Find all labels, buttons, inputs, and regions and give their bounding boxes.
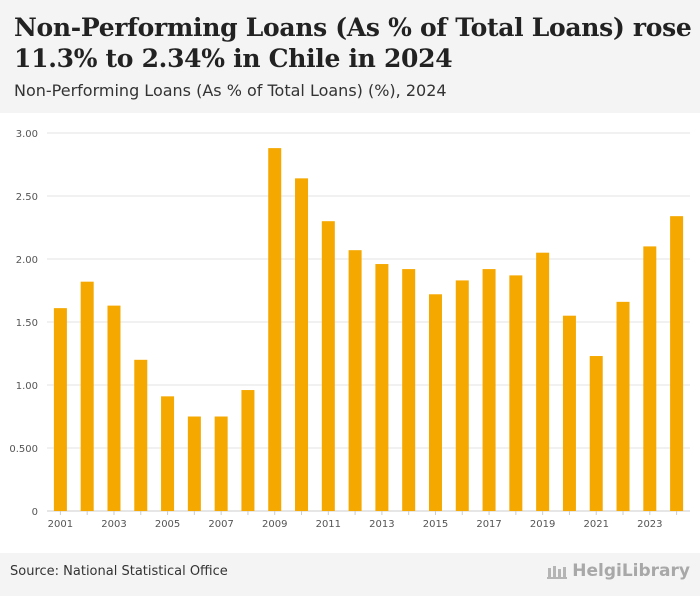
y-tick-label: 1.50 <box>16 318 38 329</box>
bar-2020 <box>562 315 576 511</box>
bar-2013 <box>375 264 389 511</box>
bar-2021 <box>589 356 603 511</box>
bar-chart: 0 0.500 1.00 1.50 2.00 2.50 3.00 2001 2003 2005 20… <box>9 129 690 530</box>
bar-2011 <box>321 221 335 511</box>
bar-2019 <box>536 252 550 511</box>
bar-2016 <box>455 280 469 511</box>
bar-2007 <box>214 416 228 511</box>
bar-2009 <box>268 148 282 511</box>
bar-2002 <box>80 281 94 511</box>
x-tick-label: 2015 <box>423 519 448 530</box>
bar-2003 <box>107 305 121 511</box>
bar-2014 <box>402 269 416 511</box>
y-tick-label: 3.00 <box>16 129 38 140</box>
chart-header: Non-Performing Loans (As % of Total Loan… <box>0 0 700 113</box>
y-tick-label: 1.00 <box>16 381 38 392</box>
bar-2024 <box>670 216 684 511</box>
y-tick-label: 2.00 <box>16 255 38 266</box>
brand-logo[interactable]: HelgiLibrary <box>546 561 690 581</box>
x-tick-label: 2013 <box>369 519 394 530</box>
bar-2010 <box>295 178 309 512</box>
x-tick-label: 2001 <box>48 519 73 530</box>
x-tick-label: 2019 <box>530 519 555 530</box>
brand-name: HelgiLibrary <box>572 561 690 581</box>
chart-title: Non-Performing Loans (As % of Total Loan… <box>14 13 692 73</box>
x-tick-label: 2017 <box>476 519 501 530</box>
bar-2008 <box>241 390 255 511</box>
x-tick-label: 2005 <box>155 519 180 530</box>
x-tick-label: 2007 <box>208 519 233 530</box>
bar-2005 <box>161 396 175 511</box>
x-tick-label: 2021 <box>584 519 609 530</box>
chart-subtitle: Non-Performing Loans (As % of Total Loan… <box>14 81 447 100</box>
y-tick-label: 0 <box>32 507 38 518</box>
x-tick-label: 2011 <box>316 519 341 530</box>
bar-2006 <box>187 416 201 511</box>
chart-footer: Source: National Statistical Office Helg… <box>0 553 700 596</box>
y-tick-label: 2.50 <box>16 192 38 203</box>
bar-2015 <box>428 294 442 511</box>
x-tick-label: 2023 <box>637 519 662 530</box>
source-note: Source: National Statistical Office <box>10 564 228 579</box>
bar-2022 <box>616 301 630 511</box>
bar-2017 <box>482 269 496 511</box>
bar-2023 <box>643 246 657 511</box>
bar-2012 <box>348 250 362 511</box>
x-tick-label: 2009 <box>262 519 287 530</box>
bar-2001 <box>53 308 67 511</box>
bar-2018 <box>509 275 523 511</box>
x-tick-label: 2003 <box>101 519 126 530</box>
library-icon <box>547 566 568 579</box>
y-tick-label: 0.500 <box>9 444 38 455</box>
bar-2004 <box>134 359 148 511</box>
